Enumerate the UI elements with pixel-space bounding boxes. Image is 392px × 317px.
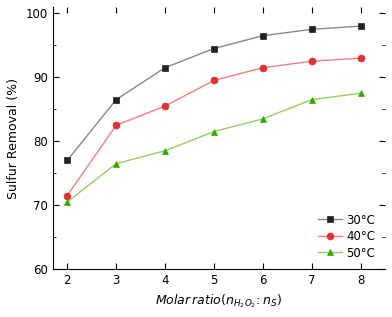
50°C — [309, 98, 314, 101]
50°C — [260, 117, 265, 121]
30°C — [309, 27, 314, 31]
40°C — [309, 59, 314, 63]
30°C — [114, 98, 118, 101]
50°C — [358, 91, 363, 95]
30°C — [163, 66, 167, 70]
40°C — [358, 56, 363, 60]
40°C — [65, 194, 70, 197]
30°C — [212, 47, 216, 50]
40°C — [260, 66, 265, 70]
40°C — [163, 104, 167, 108]
30°C — [65, 158, 70, 162]
30°C — [358, 24, 363, 28]
Legend: 30°C, 40°C, 50°C: 30°C, 40°C, 50°C — [315, 210, 379, 263]
40°C — [114, 123, 118, 127]
Line: 30°C: 30°C — [64, 23, 364, 164]
50°C — [212, 130, 216, 133]
Line: 40°C: 40°C — [64, 55, 364, 199]
50°C — [114, 162, 118, 165]
50°C — [65, 200, 70, 204]
30°C — [260, 34, 265, 38]
Line: 50°C: 50°C — [64, 90, 364, 205]
X-axis label: $\mathit{Molar\/ratio(n_{H_2O_2}\!:n_S)}$: $\mathit{Molar\/ratio(n_{H_2O_2}\!:n_S)}… — [155, 293, 282, 310]
Y-axis label: Sulfur Removal (%): Sulfur Removal (%) — [7, 78, 20, 198]
50°C — [163, 149, 167, 153]
40°C — [212, 79, 216, 82]
